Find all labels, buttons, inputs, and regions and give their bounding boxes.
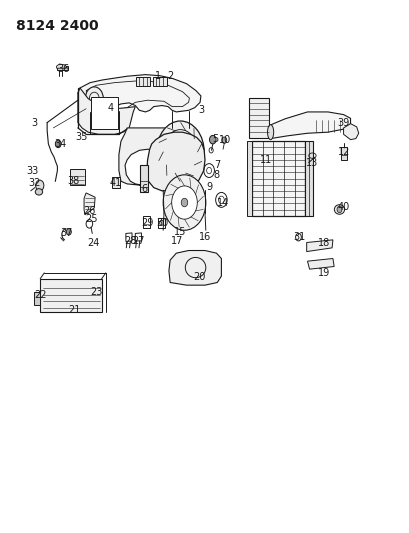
Text: 29: 29: [141, 218, 153, 228]
Text: 40: 40: [337, 202, 349, 212]
Bar: [305, 141, 312, 216]
Polygon shape: [78, 75, 200, 112]
Circle shape: [221, 137, 226, 143]
Bar: [34, 292, 40, 305]
Polygon shape: [146, 132, 204, 191]
Circle shape: [209, 135, 216, 144]
Bar: [40, 279, 101, 312]
Circle shape: [36, 180, 44, 191]
Circle shape: [66, 229, 71, 235]
Text: 12: 12: [337, 147, 350, 157]
Text: 3: 3: [32, 118, 38, 127]
Text: 25: 25: [85, 214, 97, 223]
Circle shape: [163, 130, 197, 174]
Ellipse shape: [35, 189, 43, 195]
Text: 1: 1: [155, 71, 160, 81]
Text: 2: 2: [166, 71, 173, 81]
Text: 32: 32: [29, 178, 41, 188]
Text: 33: 33: [26, 166, 38, 175]
Text: 22: 22: [34, 290, 46, 300]
Text: 36: 36: [57, 64, 70, 74]
Bar: [142, 216, 150, 228]
Bar: [112, 177, 119, 188]
Text: 37: 37: [60, 229, 72, 238]
Ellipse shape: [334, 205, 344, 214]
Text: 10: 10: [218, 135, 230, 144]
Text: 18: 18: [317, 238, 329, 247]
Polygon shape: [343, 124, 358, 140]
Text: 13: 13: [305, 158, 317, 167]
Text: 6: 6: [141, 184, 147, 194]
Circle shape: [85, 87, 103, 110]
Polygon shape: [306, 240, 332, 252]
Text: 15: 15: [174, 227, 186, 237]
Bar: [140, 165, 148, 192]
Text: 8124 2400: 8124 2400: [16, 19, 99, 33]
Polygon shape: [84, 193, 95, 215]
Polygon shape: [307, 259, 333, 269]
Bar: [56, 66, 68, 70]
Text: 27: 27: [132, 237, 144, 246]
Text: 5: 5: [211, 134, 218, 143]
Bar: [91, 97, 117, 129]
Text: 8: 8: [213, 170, 219, 180]
Polygon shape: [119, 128, 200, 185]
Text: 30: 30: [155, 218, 168, 228]
Polygon shape: [169, 251, 221, 285]
Text: 24: 24: [87, 238, 99, 247]
Circle shape: [163, 175, 205, 230]
Bar: [136, 77, 150, 86]
Text: 19: 19: [317, 268, 329, 278]
Bar: [247, 141, 252, 216]
Text: 35: 35: [76, 132, 88, 142]
Text: 14: 14: [217, 198, 229, 207]
Text: 38: 38: [67, 176, 79, 186]
Text: 26: 26: [83, 206, 95, 215]
Text: 3: 3: [198, 106, 203, 115]
Circle shape: [159, 220, 163, 225]
Polygon shape: [268, 112, 350, 139]
Text: 7: 7: [213, 160, 220, 170]
Bar: [252, 141, 305, 216]
Text: 23: 23: [90, 287, 102, 296]
Circle shape: [176, 147, 184, 157]
Text: 31: 31: [292, 232, 305, 241]
Text: 34: 34: [54, 139, 67, 149]
Text: 11: 11: [260, 155, 272, 165]
Text: 20: 20: [193, 272, 205, 282]
Text: 28: 28: [124, 237, 136, 246]
Polygon shape: [56, 64, 66, 68]
Circle shape: [181, 198, 187, 207]
Bar: [157, 218, 165, 228]
Polygon shape: [78, 88, 135, 134]
Circle shape: [55, 140, 61, 148]
Text: 4: 4: [108, 103, 113, 113]
Circle shape: [171, 186, 197, 219]
Text: 39: 39: [337, 118, 349, 127]
Bar: [70, 169, 85, 185]
Text: 9: 9: [206, 182, 211, 191]
Text: 16: 16: [198, 232, 211, 241]
Circle shape: [156, 121, 204, 183]
Text: 41: 41: [109, 178, 121, 188]
Bar: [249, 98, 268, 138]
Text: 17: 17: [171, 236, 183, 246]
Text: 21: 21: [68, 305, 81, 315]
Circle shape: [336, 206, 341, 213]
Bar: [152, 77, 166, 86]
Bar: [340, 147, 346, 160]
Ellipse shape: [267, 125, 273, 140]
